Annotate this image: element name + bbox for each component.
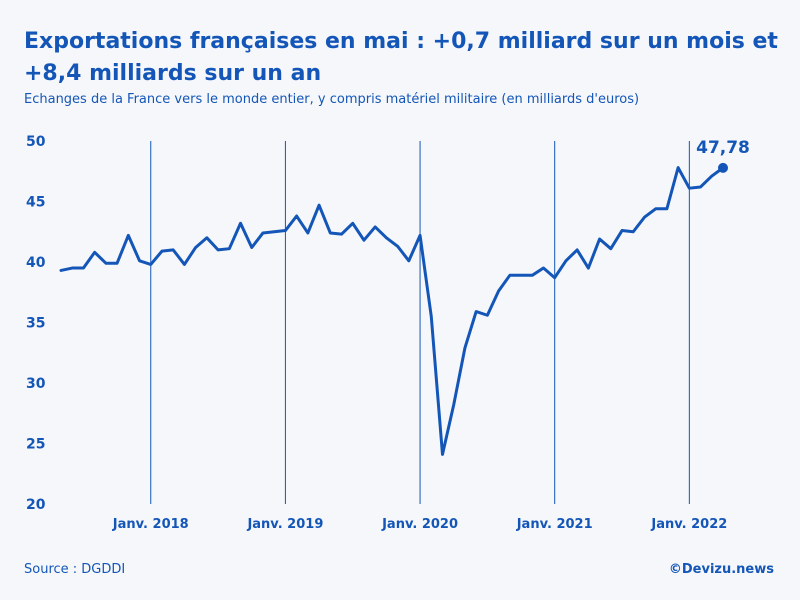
series-line-exportations [59, 166, 725, 456]
y-tick-label: 50 [26, 134, 46, 150]
x-axis: Janv. 2018 Janv. 2019 Janv. 2020 Janv. 2021… [112, 141, 727, 532]
last-value-dot [718, 162, 728, 173]
y-tick-label: 20 [26, 497, 46, 513]
x-tick-label: Janv. 2020 [381, 517, 458, 532]
y-tick-label: 40 [26, 255, 46, 271]
chart-subtitle: Echanges de la France vers le monde enti… [24, 92, 640, 107]
y-tick-label: 30 [26, 376, 46, 392]
source-note: Source : DGDDI [24, 562, 126, 577]
brand-credit: ©Devizu.news [668, 562, 774, 577]
y-tick-label: 25 [26, 437, 45, 453]
x-tick-label: Janv. 2021 [516, 517, 593, 532]
chart-title: Exportations françaises en mai : +0,7 mi… [24, 29, 778, 86]
x-tick-label: Janv. 2019 [246, 517, 323, 532]
y-tick-label: 45 [26, 195, 45, 211]
x-tick-label: Janv. 2022 [650, 517, 727, 532]
last-value-label: 47,78 [696, 138, 750, 158]
y-tick-label: 35 [26, 316, 45, 332]
series-points [59, 166, 725, 457]
x-tick-label: Janv. 2018 [112, 517, 189, 532]
y-axis: 20 25 30 35 40 45 50 [26, 134, 46, 513]
